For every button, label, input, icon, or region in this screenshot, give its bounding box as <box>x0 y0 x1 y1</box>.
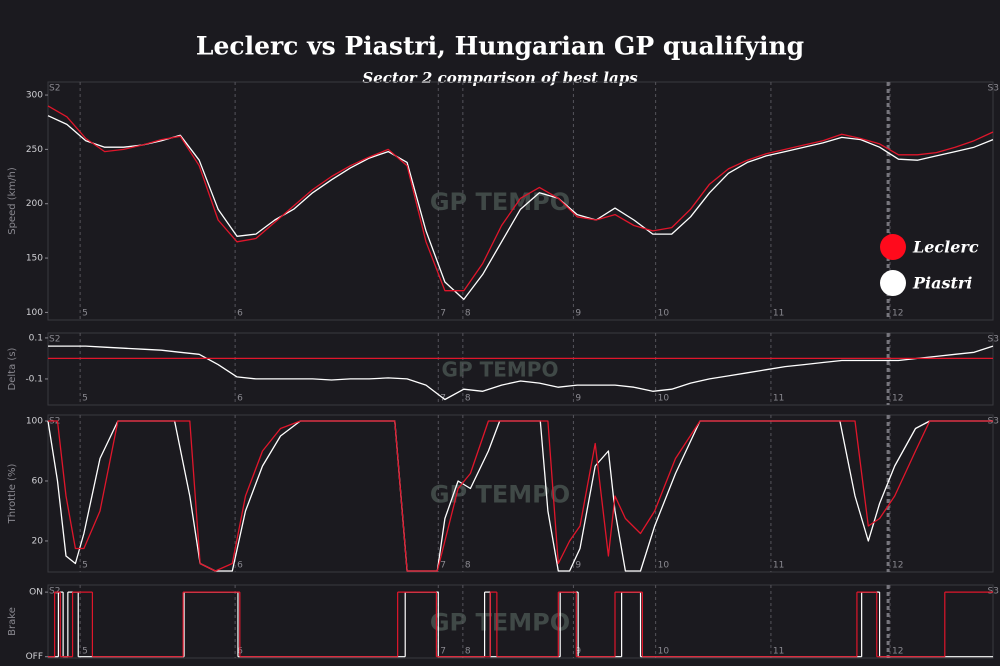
turn-label: 7 <box>440 647 446 657</box>
sector-start-label: S2 <box>49 587 60 597</box>
turn-label: 10 <box>658 394 670 404</box>
chart-title: Leclerc vs Piastri, Hungarian GP qualify… <box>196 32 804 61</box>
turn-label: 6 <box>237 309 243 319</box>
turn-label: 11 <box>773 647 784 657</box>
y-axis-label: Brake <box>7 607 18 636</box>
turn-label: 8 <box>465 394 471 404</box>
sector-end-label: S3 <box>988 84 999 94</box>
sector-start-label: S2 <box>49 84 60 94</box>
y-axis-label: Throttle (%) <box>7 464 18 525</box>
turn-label: 12 <box>892 561 903 571</box>
y-tick-label: 100 <box>26 308 43 318</box>
turn-label: 10 <box>658 309 670 319</box>
turn-label: 5 <box>82 309 88 319</box>
y-tick-label: 300 <box>26 91 43 101</box>
series-line <box>47 105 994 292</box>
turn-label: 12 <box>892 647 903 657</box>
y-axis-label: Delta (s) <box>7 347 18 390</box>
y-tick-label: 0.1 <box>29 333 43 343</box>
turn-label: 7 <box>440 561 446 571</box>
y-tick-label: 60 <box>32 476 44 486</box>
panel-frame <box>47 414 994 573</box>
y-tick-label: 20 <box>32 536 44 546</box>
turn-label: 12 <box>892 309 903 319</box>
sector-end-label: S3 <box>988 587 999 597</box>
sector-end-label: S3 <box>988 417 999 427</box>
turn-label: 6 <box>237 561 243 571</box>
turn-label: 9 <box>575 561 581 571</box>
turn-label: 5 <box>82 561 88 571</box>
panel-frame <box>47 584 994 659</box>
turn-label: 6 <box>237 394 243 404</box>
panel-frame <box>47 81 994 321</box>
legend-swatch <box>880 234 906 260</box>
watermark: GP TEMPO <box>442 358 559 382</box>
turn-label: 11 <box>773 309 784 319</box>
turn-label: 7 <box>440 309 446 319</box>
watermark: GP TEMPO <box>430 188 570 216</box>
y-tick-label: ON <box>29 588 43 598</box>
y-tick-label: 100 <box>26 416 43 426</box>
series-line <box>48 420 993 572</box>
turn-label: 8 <box>465 309 471 319</box>
y-tick-label: 250 <box>26 145 43 155</box>
legend-label: Piastri <box>912 274 972 293</box>
turn-label: 5 <box>82 647 88 657</box>
chart-subtitle: Sector 2 comparison of best laps <box>362 69 638 87</box>
y-tick-label: 200 <box>26 199 43 209</box>
turn-label: 10 <box>658 561 670 571</box>
turn-label: 8 <box>465 647 471 657</box>
turn-label: 12 <box>892 394 903 404</box>
watermark: GP TEMPO <box>430 481 570 509</box>
legend-swatch <box>880 270 906 296</box>
y-tick-label: 150 <box>26 254 43 264</box>
turn-label: 11 <box>773 561 784 571</box>
turn-label: 9 <box>575 394 581 404</box>
turn-label: 10 <box>658 647 670 657</box>
turn-label: 11 <box>773 394 784 404</box>
y-tick-label: OFF <box>26 652 43 662</box>
turn-label: 5 <box>82 394 88 404</box>
series-line <box>47 115 994 301</box>
turn-label: 8 <box>465 561 471 571</box>
sector-end-label: S3 <box>988 335 999 345</box>
watermark: GP TEMPO <box>430 609 570 637</box>
sector-start-label: S2 <box>49 335 60 345</box>
legend-label: Leclerc <box>912 238 979 257</box>
panel-frame <box>47 332 994 406</box>
y-tick-label: -0.1 <box>25 374 43 384</box>
y-axis-label: Speed (km/h) <box>7 167 18 235</box>
series-line <box>48 345 994 401</box>
turn-label: 9 <box>575 309 581 319</box>
